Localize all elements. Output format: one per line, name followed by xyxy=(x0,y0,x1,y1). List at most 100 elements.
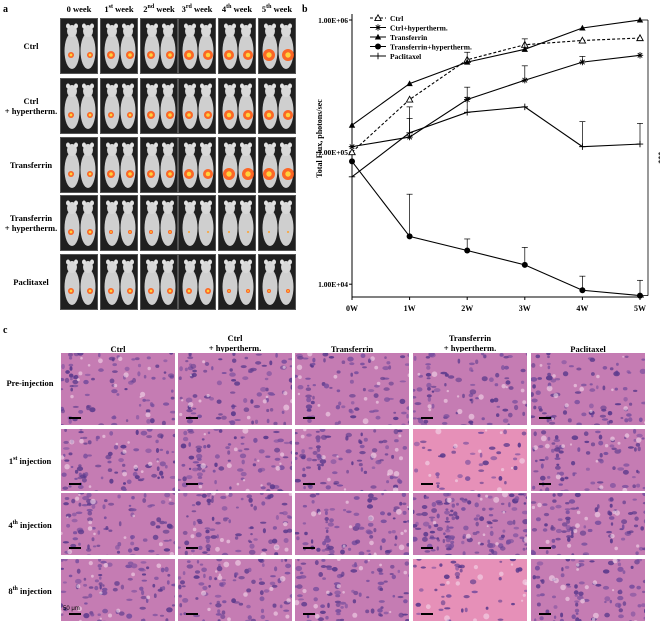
tumor-signal-core xyxy=(69,53,73,57)
data-point xyxy=(349,158,355,165)
scale-bar xyxy=(186,483,198,485)
data-point xyxy=(521,103,528,111)
tumor-signal-core xyxy=(168,172,172,176)
mouse-pair-icon xyxy=(144,23,176,69)
tumor-signal-core xyxy=(128,113,132,117)
tumor-signal-core xyxy=(247,290,249,292)
mouse-image xyxy=(140,18,178,74)
tumor-signal-core xyxy=(88,53,92,57)
tissue-texture xyxy=(61,493,175,555)
tumor-signal-core xyxy=(149,113,153,117)
x-tick-label: 0W xyxy=(346,304,358,313)
mouse-image xyxy=(258,137,296,193)
mouse-pair-icon xyxy=(262,200,294,246)
panel-c-letter: c xyxy=(3,325,8,336)
histology-column-line: Ctrl xyxy=(110,344,126,354)
week-header-5: 5th week xyxy=(261,4,293,14)
series-line xyxy=(351,161,641,297)
data-point xyxy=(406,80,413,87)
group-label-2: Transferrin xyxy=(4,160,58,170)
mouse-image xyxy=(218,254,256,310)
tumor-signal-core xyxy=(207,231,209,233)
week-header-0: 0 week xyxy=(66,4,92,14)
tumor-signal-core xyxy=(266,171,272,177)
histology-image xyxy=(177,352,293,426)
data-point xyxy=(637,292,643,299)
data-point xyxy=(348,121,356,128)
histology-image xyxy=(412,352,528,426)
tumor-signal-core xyxy=(188,231,190,233)
y-tick-label: 1.00E+05 xyxy=(318,148,348,157)
mouse-pair-icon xyxy=(262,83,294,129)
chart-legend: CtrlCtrl+hypertherm.TransferrinTransferr… xyxy=(370,13,472,61)
scale-bar xyxy=(69,547,81,549)
scale-bar xyxy=(186,417,198,419)
tumor-signal-core xyxy=(245,171,251,177)
legend-label: Transferrin+hypertherm. xyxy=(390,43,472,52)
mouse-image xyxy=(100,195,138,251)
tumor-signal-core xyxy=(109,53,113,57)
group-label-line: Ctrl xyxy=(23,41,39,51)
data-point xyxy=(636,16,644,23)
tumor-signal-core xyxy=(186,171,192,177)
mouse-image xyxy=(258,18,296,74)
scale-bar xyxy=(539,417,551,419)
histology-row-1: 1st injection xyxy=(8,455,52,466)
group-label-1: Ctrl + hypertherm. xyxy=(4,96,58,116)
mouse-pair-icon xyxy=(222,83,254,129)
week-header-4: 4th week xyxy=(221,4,253,14)
data-point xyxy=(374,52,382,60)
histology-image xyxy=(294,558,410,622)
mouse-image xyxy=(178,78,216,134)
mouse-image xyxy=(258,78,296,134)
group-label-line: + hypertherm. xyxy=(4,223,58,233)
tumor-signal-core xyxy=(168,113,172,117)
histology-column-line: + hypertherm. xyxy=(443,343,497,353)
tumor-signal-core xyxy=(266,112,272,118)
data-point xyxy=(374,33,382,40)
group-label-line: Transferrin xyxy=(9,213,53,223)
tumor-signal-core xyxy=(128,289,132,293)
data-point xyxy=(374,24,382,31)
histology-image xyxy=(294,492,410,556)
mouse-pair-icon xyxy=(222,23,254,69)
data-point xyxy=(579,58,586,66)
series-3 xyxy=(349,158,643,299)
mouse-pair-icon xyxy=(64,200,96,246)
tissue-texture xyxy=(295,559,409,621)
tumor-signal-core xyxy=(245,112,251,118)
tissue-texture xyxy=(413,353,527,425)
data-point xyxy=(521,77,528,84)
mouse-image xyxy=(178,18,216,74)
mouse-image xyxy=(178,254,216,310)
scale-label: 50 μm xyxy=(63,606,80,612)
data-point xyxy=(464,109,471,116)
data-point xyxy=(406,233,413,240)
histology-image xyxy=(412,428,528,492)
tumor-signal-core xyxy=(128,53,132,57)
data-point xyxy=(405,95,414,103)
tumor-signal-core xyxy=(109,289,113,293)
mouse-image xyxy=(218,195,256,251)
mouse-pair-icon xyxy=(144,259,176,305)
tissue-texture xyxy=(531,493,645,555)
histology-image xyxy=(294,352,410,426)
histology-column-2: Transferrin xyxy=(294,344,410,354)
x-tick-label: 1W xyxy=(404,304,416,313)
histology-row-0: Pre-injection xyxy=(6,378,54,388)
data-point xyxy=(636,33,644,42)
significance-label: *** xyxy=(654,152,660,164)
scale-bar xyxy=(421,417,433,419)
tissue-texture xyxy=(61,559,175,621)
mouse-pair-icon xyxy=(262,259,294,305)
legend-label: Ctrl+hypertherm. xyxy=(390,24,448,33)
series-line xyxy=(351,19,641,126)
scale-bar xyxy=(186,547,198,549)
tumor-signal-core xyxy=(205,171,211,177)
scale-bar xyxy=(421,483,433,485)
mouse-pair-icon xyxy=(104,23,136,69)
histology-image xyxy=(177,492,293,556)
tumor-signal-core xyxy=(206,113,210,117)
data-point xyxy=(579,24,586,31)
tissue-texture xyxy=(413,493,527,555)
